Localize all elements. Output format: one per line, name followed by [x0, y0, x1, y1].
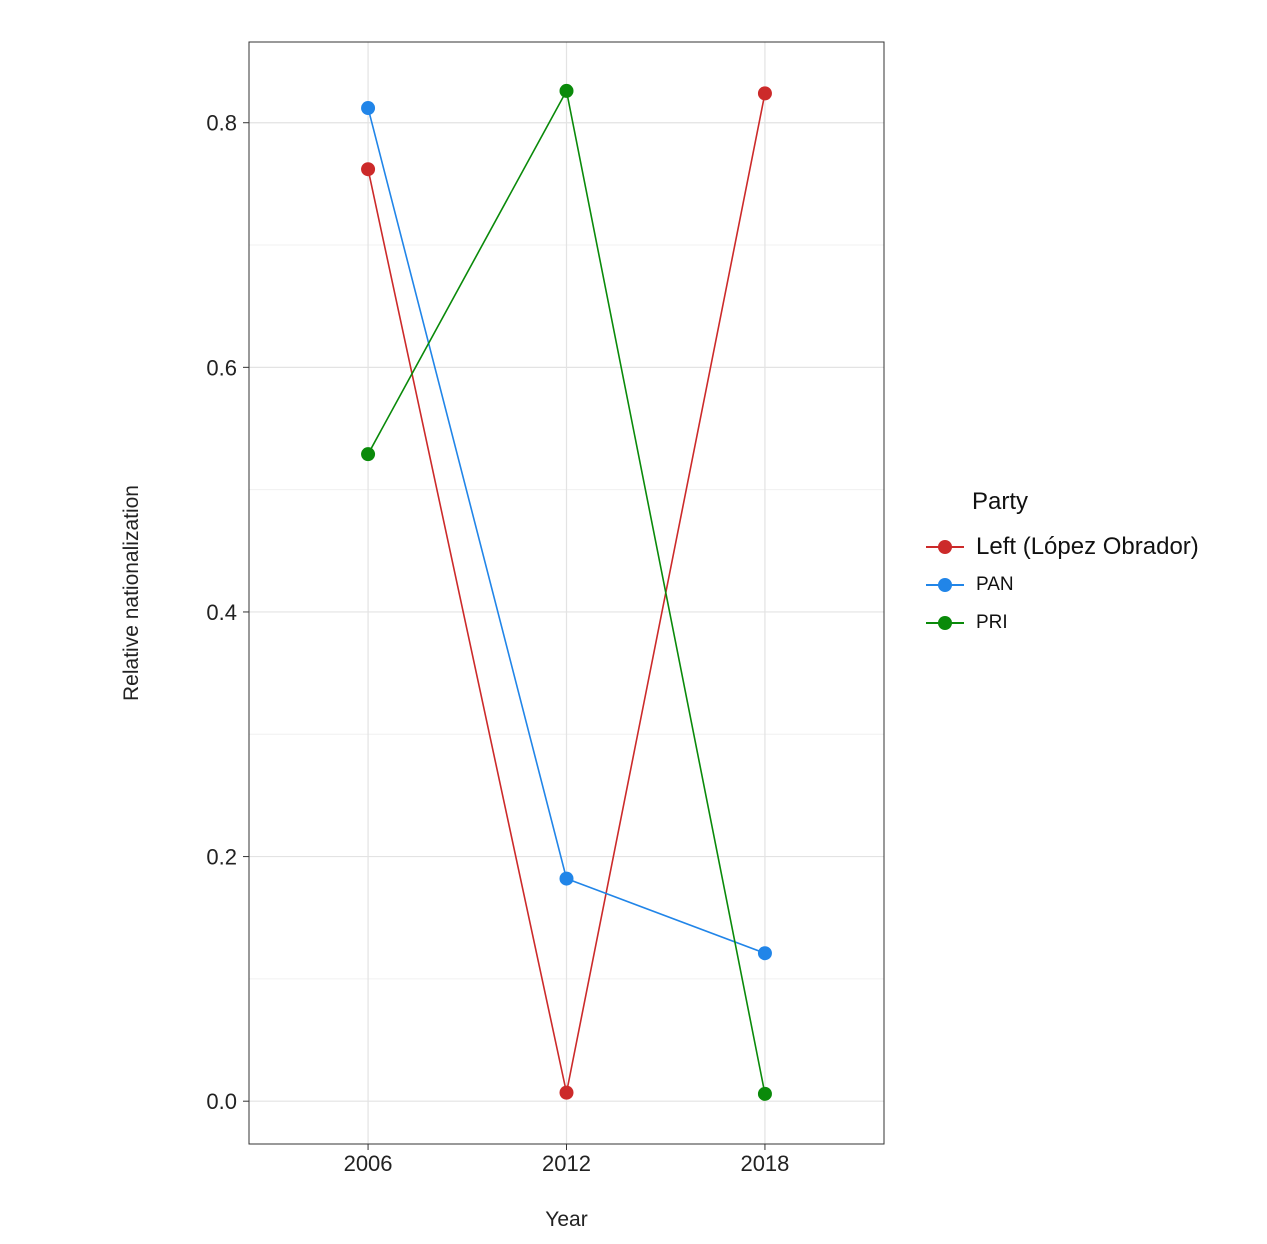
x-tick-label: 2012: [542, 1151, 591, 1176]
series-2-point: [559, 83, 574, 98]
axis-ticks: 0.0 0.2 0.4 0.6 0.8 2006 2012 2018: [206, 111, 789, 1176]
x-tick-label: 2018: [740, 1151, 789, 1176]
series-0-point: [361, 162, 376, 177]
legend-label-left: Left (López Obrador): [976, 533, 1199, 560]
x-axis-title: Year: [545, 1208, 587, 1231]
legend-item-pan: PAN: [926, 566, 1199, 604]
series-points: [361, 83, 772, 1101]
series-2-point: [361, 447, 376, 462]
legend-title: Party: [972, 488, 1029, 515]
legend-key-pri: [926, 613, 964, 633]
legend-item-pri: PRI: [926, 604, 1199, 642]
legend-item-left: Left (López Obrador): [926, 528, 1199, 566]
y-tick-label: 0.8: [206, 111, 237, 136]
series-2-point: [757, 1086, 772, 1101]
legend-dot: [938, 578, 952, 592]
series-1-point: [361, 101, 376, 116]
y-axis-title: Relative nationalization: [120, 485, 143, 701]
y-tick-label: 0.0: [206, 1089, 237, 1114]
series-1-point: [757, 946, 772, 961]
series-1-point: [559, 871, 574, 886]
series-0-point: [757, 86, 772, 101]
y-tick-label: 0.2: [206, 845, 237, 870]
legend-key-left: [926, 537, 964, 557]
y-tick-label: 0.4: [206, 600, 237, 625]
legend-dot: [938, 540, 952, 554]
series-0-point: [559, 1085, 574, 1100]
legend-label-pri: PRI: [976, 612, 1008, 633]
y-tick-label: 0.6: [206, 355, 237, 380]
x-tick-label: 2006: [344, 1151, 393, 1176]
grid-lines: [249, 42, 884, 1144]
legend-key-pan: [926, 575, 964, 595]
legend-dot: [938, 616, 952, 630]
legend: Party Left (López Obrador) PAN PRI: [926, 488, 1199, 642]
legend-label-pan: PAN: [976, 574, 1014, 595]
